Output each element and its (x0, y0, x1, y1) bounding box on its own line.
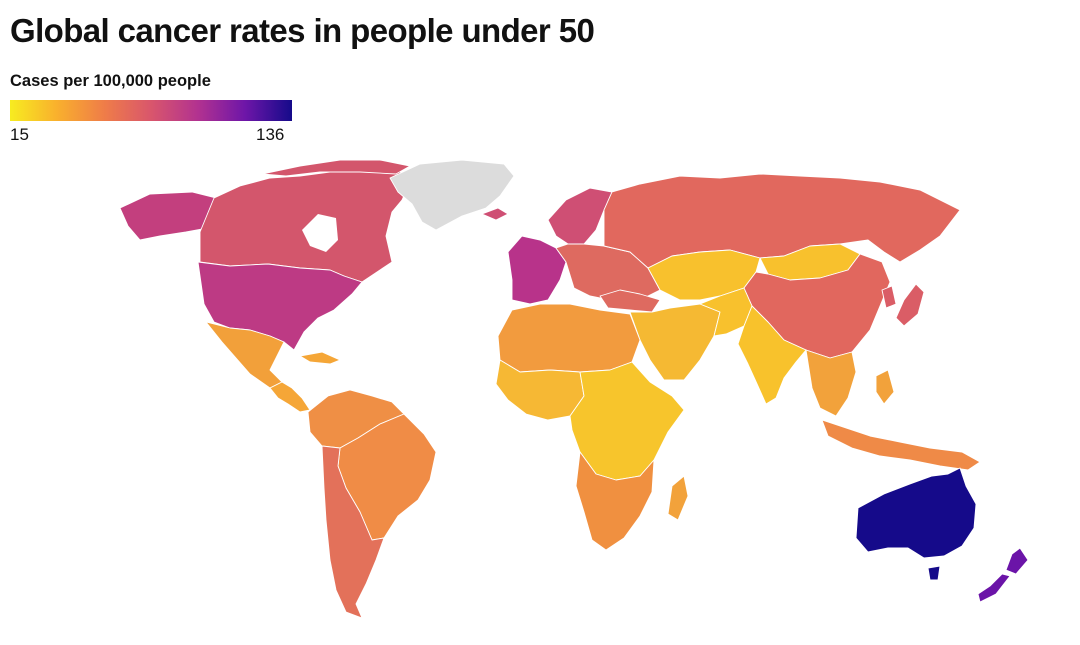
region-new-zealand-north[interactable] (1005, 547, 1029, 575)
region-philippines[interactable] (875, 369, 895, 405)
region-alaska[interactable] (119, 191, 217, 241)
legend-max-label: 136 (256, 125, 285, 144)
region-australia[interactable] (855, 467, 977, 559)
world-choropleth-map (119, 159, 1029, 619)
region-greenland[interactable] (389, 159, 515, 231)
region-madagascar[interactable] (667, 475, 689, 521)
legend-title: Cases per 100,000 people (10, 72, 211, 90)
water-hudson-bay (302, 214, 338, 252)
region-indonesia[interactable] (821, 419, 981, 471)
region-southern-africa[interactable] (575, 451, 655, 551)
region-southeast-asia[interactable] (805, 349, 857, 417)
legend-color-scale (10, 100, 292, 121)
page-title: Global cancer rates in people under 50 (10, 12, 595, 49)
legend-min-label: 15 (10, 125, 29, 144)
region-middle-east[interactable] (629, 303, 721, 381)
region-russia[interactable] (603, 173, 961, 269)
region-north-africa[interactable] (497, 303, 641, 373)
region-iceland[interactable] (481, 207, 509, 221)
region-korea[interactable] (881, 285, 897, 309)
region-caribbean[interactable] (299, 351, 341, 365)
map-regions (119, 159, 1029, 619)
region-canada[interactable] (199, 167, 413, 283)
region-western-europe[interactable] (507, 235, 567, 305)
region-tasmania[interactable] (927, 565, 941, 581)
region-new-zealand-south[interactable] (977, 573, 1011, 603)
region-argentina-chile[interactable] (321, 445, 385, 619)
region-central-america[interactable] (269, 381, 311, 413)
region-mexico[interactable] (205, 321, 285, 389)
region-northern-europe[interactable] (547, 187, 613, 245)
region-india[interactable] (737, 305, 807, 405)
region-turkey-caucasus[interactable] (599, 289, 661, 313)
region-japan[interactable] (895, 283, 925, 327)
region-canada-islands[interactable] (261, 159, 411, 177)
